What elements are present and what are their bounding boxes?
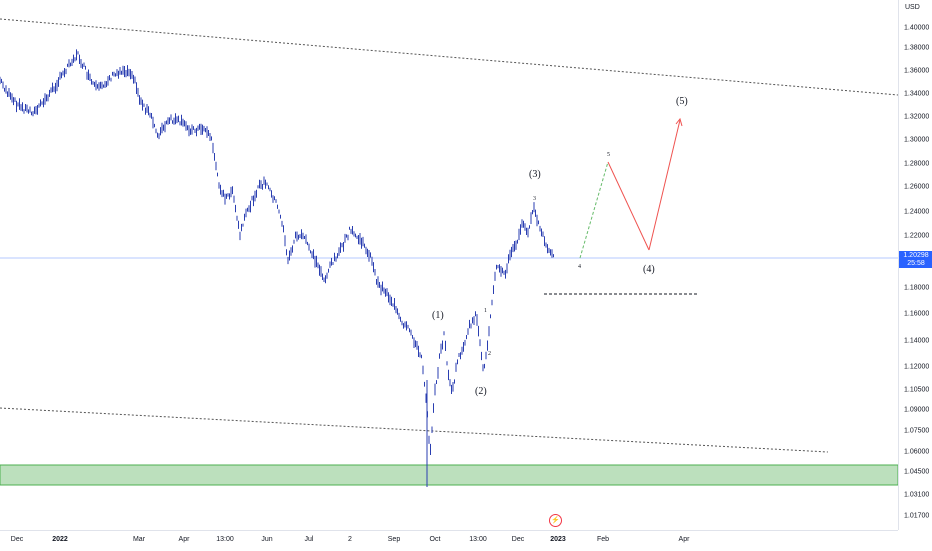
- price-tick-label: 1.24000: [904, 208, 930, 216]
- price-tick-label: 1.06000: [904, 448, 930, 456]
- time-tick-label: Mar: [132, 536, 146, 543]
- price-tick-label: 1.12000: [904, 363, 930, 371]
- price-tick-label: 1.03100: [904, 491, 930, 499]
- price-tick-label: 1.10500: [904, 386, 930, 394]
- price-tick-label: 1.26000: [904, 183, 930, 191]
- time-tick-label: Apr: [178, 536, 190, 543]
- price-axis[interactable]: USD 1.40000 1.38000 1.36000 1.34000 1.32000 1…: [898, 0, 932, 530]
- price-tick-label: 1.28000: [904, 160, 930, 168]
- subwave-label-2[interactable]: 2: [488, 351, 491, 357]
- lightning-icon[interactable]: ⚡: [549, 514, 562, 527]
- time-tick-label: Sep: [387, 536, 401, 543]
- last-price-value: 1.20298: [903, 252, 929, 259]
- candlestick-series: [0, 49, 554, 487]
- price-tick-label: 1.09000: [904, 406, 930, 414]
- time-tick-label: Dec: [10, 536, 24, 543]
- wave-label-2[interactable]: (2): [475, 386, 487, 397]
- price-tick-label: 1.38000: [904, 44, 930, 52]
- time-tick-label: Jul: [304, 536, 314, 543]
- price-tick-label: 1.32000: [904, 113, 930, 121]
- price-tick-label: 1.36000: [904, 67, 930, 75]
- price-tick-label: 1.01700: [904, 512, 930, 520]
- time-tick-label: Feb: [596, 536, 610, 543]
- time-axis[interactable]: Dec 2022 Mar Apr 13:00 Jun Jul 2 Sep Oct 13:00 Dec 2…: [0, 530, 898, 551]
- price-tick-label: 1.07500: [904, 427, 930, 435]
- last-price-badge: 1.20298 25:58: [899, 251, 932, 268]
- price-tick-label: 1.22000: [904, 232, 930, 240]
- currency-label: USD: [905, 4, 920, 11]
- wave-label-4[interactable]: (4): [643, 264, 655, 275]
- subwave-label-5[interactable]: 5: [607, 152, 610, 158]
- price-tick-label: 1.04500: [904, 468, 930, 476]
- subwave-label-4[interactable]: 4: [578, 264, 581, 270]
- price-tick-label: 1.34000: [904, 90, 930, 98]
- time-tick-label: Dec: [511, 536, 525, 543]
- projection-wave-4-to-5[interactable]: [648, 119, 681, 251]
- time-tick-label: Oct: [429, 536, 441, 543]
- time-tick-label: 13:00: [469, 536, 487, 543]
- wave-label-3[interactable]: (3): [529, 169, 541, 180]
- wave-label-1[interactable]: (1): [432, 310, 444, 321]
- projection-wave-minor-5-to-4[interactable]: [607, 161, 650, 251]
- upper-channel-line[interactable]: [0, 18, 898, 96]
- price-tick-label: 1.14000: [904, 337, 930, 345]
- price-tick-label: 1.16000: [904, 310, 930, 318]
- projection-arrowhead: [675, 117, 683, 127]
- price-chart[interactable]: (1) (2) (3) (4) (5) 1 2 3 4 5: [0, 0, 898, 530]
- subwave-label-3[interactable]: 3: [533, 196, 536, 202]
- lower-channel-line[interactable]: [0, 407, 829, 453]
- time-tick-label: 2: [348, 536, 352, 543]
- time-tick-label: Jun: [261, 536, 273, 543]
- time-tick-label: 2023: [550, 536, 566, 543]
- time-tick-label: 13:00: [216, 536, 234, 543]
- chart-area[interactable]: (1) (2) (3) (4) (5) 1 2 3 4 5: [0, 0, 898, 530]
- bar-countdown: 25:58: [907, 260, 925, 267]
- price-tick-label: 1.40000: [904, 24, 930, 32]
- time-tick-label: 2022: [52, 536, 68, 543]
- price-tick-label: 1.30000: [904, 136, 930, 144]
- projection-wave-4-5[interactable]: [579, 161, 609, 259]
- support-zone[interactable]: [0, 464, 898, 486]
- wave-label-5[interactable]: (5): [676, 96, 688, 107]
- time-tick-label: Apr: [678, 536, 690, 543]
- price-tick-label: 1.18000: [904, 284, 930, 292]
- subwave-label-1[interactable]: 1: [484, 308, 487, 314]
